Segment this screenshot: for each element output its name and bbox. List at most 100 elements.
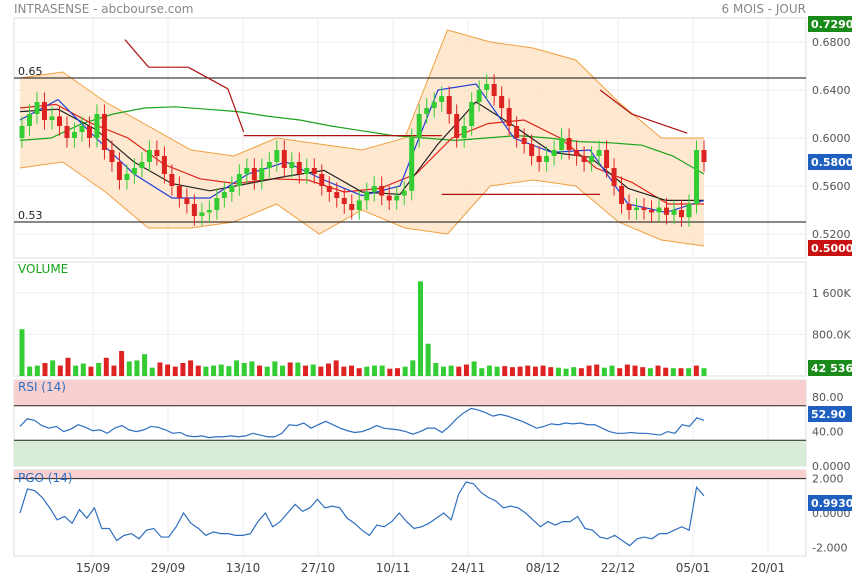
- volume-bar: [678, 368, 684, 376]
- candle-body: [506, 108, 512, 126]
- volume-bar: [571, 367, 577, 376]
- volume-bar: [433, 363, 439, 376]
- x-tick-label: 20/01: [751, 561, 786, 575]
- low-price-badge-bg: [808, 240, 852, 256]
- candle-body: [139, 162, 145, 168]
- candle-body: [544, 156, 550, 162]
- candle-body: [146, 150, 152, 162]
- candle-body: [371, 186, 377, 192]
- candle-body: [34, 102, 40, 114]
- volume-bar: [88, 366, 94, 376]
- pgo-title: PGO (14): [18, 471, 72, 485]
- candle-body: [656, 207, 662, 213]
- candle-body: [281, 150, 287, 168]
- volume-bar: [486, 365, 492, 376]
- volume-bar: [65, 357, 71, 376]
- candle-body: [266, 162, 272, 168]
- candle-body: [386, 195, 392, 201]
- volume-bar: [280, 365, 286, 376]
- volume-bar: [341, 366, 347, 376]
- volume-bar: [494, 366, 500, 376]
- volume-bar: [693, 365, 699, 376]
- candle-body: [19, 126, 25, 138]
- volume-bar: [264, 366, 270, 376]
- x-tick-label: 10/11: [376, 561, 411, 575]
- volume-bar: [126, 361, 132, 376]
- candle-body: [26, 114, 32, 126]
- x-tick-label: 22/12: [601, 561, 636, 575]
- volume-bar: [540, 365, 546, 376]
- candle-body: [469, 102, 475, 126]
- y-tick-label: 2.000: [812, 473, 844, 486]
- candle-body: [334, 192, 340, 198]
- volume-bar: [663, 367, 669, 376]
- volume-bar: [172, 366, 178, 376]
- candle-body: [326, 186, 332, 192]
- volume-bar: [532, 366, 538, 376]
- candle-body: [319, 174, 325, 186]
- volume-bar: [103, 357, 109, 376]
- volume-bar: [57, 365, 63, 376]
- candle-body: [439, 96, 445, 102]
- candle-body: [229, 186, 235, 192]
- candle-body: [446, 96, 452, 114]
- rsi-line: [19, 407, 705, 439]
- volume-bar: [241, 363, 247, 376]
- volume-bar: [509, 367, 515, 376]
- volume-frame: [13, 261, 807, 377]
- candle-body: [476, 90, 482, 102]
- pgo-line: [19, 481, 705, 547]
- candle-body: [491, 84, 497, 96]
- volume-bar: [249, 361, 255, 376]
- candle-body: [236, 174, 242, 186]
- volume-bar: [195, 365, 201, 376]
- volume-bar: [333, 360, 339, 376]
- pgo-badge-bg: [808, 495, 852, 511]
- volume-bar: [234, 360, 240, 376]
- rsi-overbought-zone: [14, 380, 806, 406]
- rsi-badge-bg: [808, 406, 852, 422]
- candle-body: [679, 210, 685, 218]
- volume-bar: [686, 368, 692, 376]
- candle-body: [694, 150, 700, 204]
- volume-bar: [525, 365, 531, 376]
- volume-bar: [463, 364, 469, 376]
- x-tick-label: 27/10: [301, 561, 336, 575]
- candle-body: [184, 198, 190, 204]
- volume-bar: [149, 367, 155, 376]
- volume-bar: [379, 365, 385, 376]
- candle-body: [71, 132, 77, 138]
- volume-bar: [448, 365, 454, 376]
- volume-bar: [410, 360, 416, 376]
- candle-body: [686, 204, 692, 218]
- candle-body: [349, 204, 355, 210]
- volume-bar: [394, 368, 400, 376]
- volume-bar: [50, 360, 56, 376]
- x-tick-label: 08/12: [526, 561, 561, 575]
- candle-body: [41, 102, 47, 120]
- candle-body: [379, 186, 385, 196]
- candle-body: [551, 150, 557, 156]
- volume-bar: [402, 366, 408, 376]
- period-label[interactable]: 6 MOIS - JOUR: [722, 2, 806, 16]
- candle-body: [364, 192, 370, 201]
- candle-body: [416, 114, 422, 138]
- last-price-badge-bg: [808, 154, 852, 170]
- candle-body: [176, 186, 182, 198]
- volume-bar: [180, 363, 186, 376]
- candle-body: [206, 210, 212, 213]
- volume-bar: [632, 365, 638, 376]
- level-label: 0.65: [18, 65, 43, 78]
- pgo-panel: PGO (14) 2.0000.0000-2.0000.9930: [13, 469, 854, 557]
- supertrend-segment: [124, 39, 150, 68]
- volume-bar: [165, 364, 171, 376]
- volume-bar: [295, 362, 301, 376]
- volume-bar: [440, 366, 446, 376]
- supertrend-segment: [187, 66, 229, 90]
- supertrend-segment: [631, 113, 688, 134]
- candle-body: [454, 114, 460, 138]
- candle-body: [221, 192, 227, 198]
- volume-bar: [226, 366, 232, 376]
- volume-bar: [425, 343, 431, 376]
